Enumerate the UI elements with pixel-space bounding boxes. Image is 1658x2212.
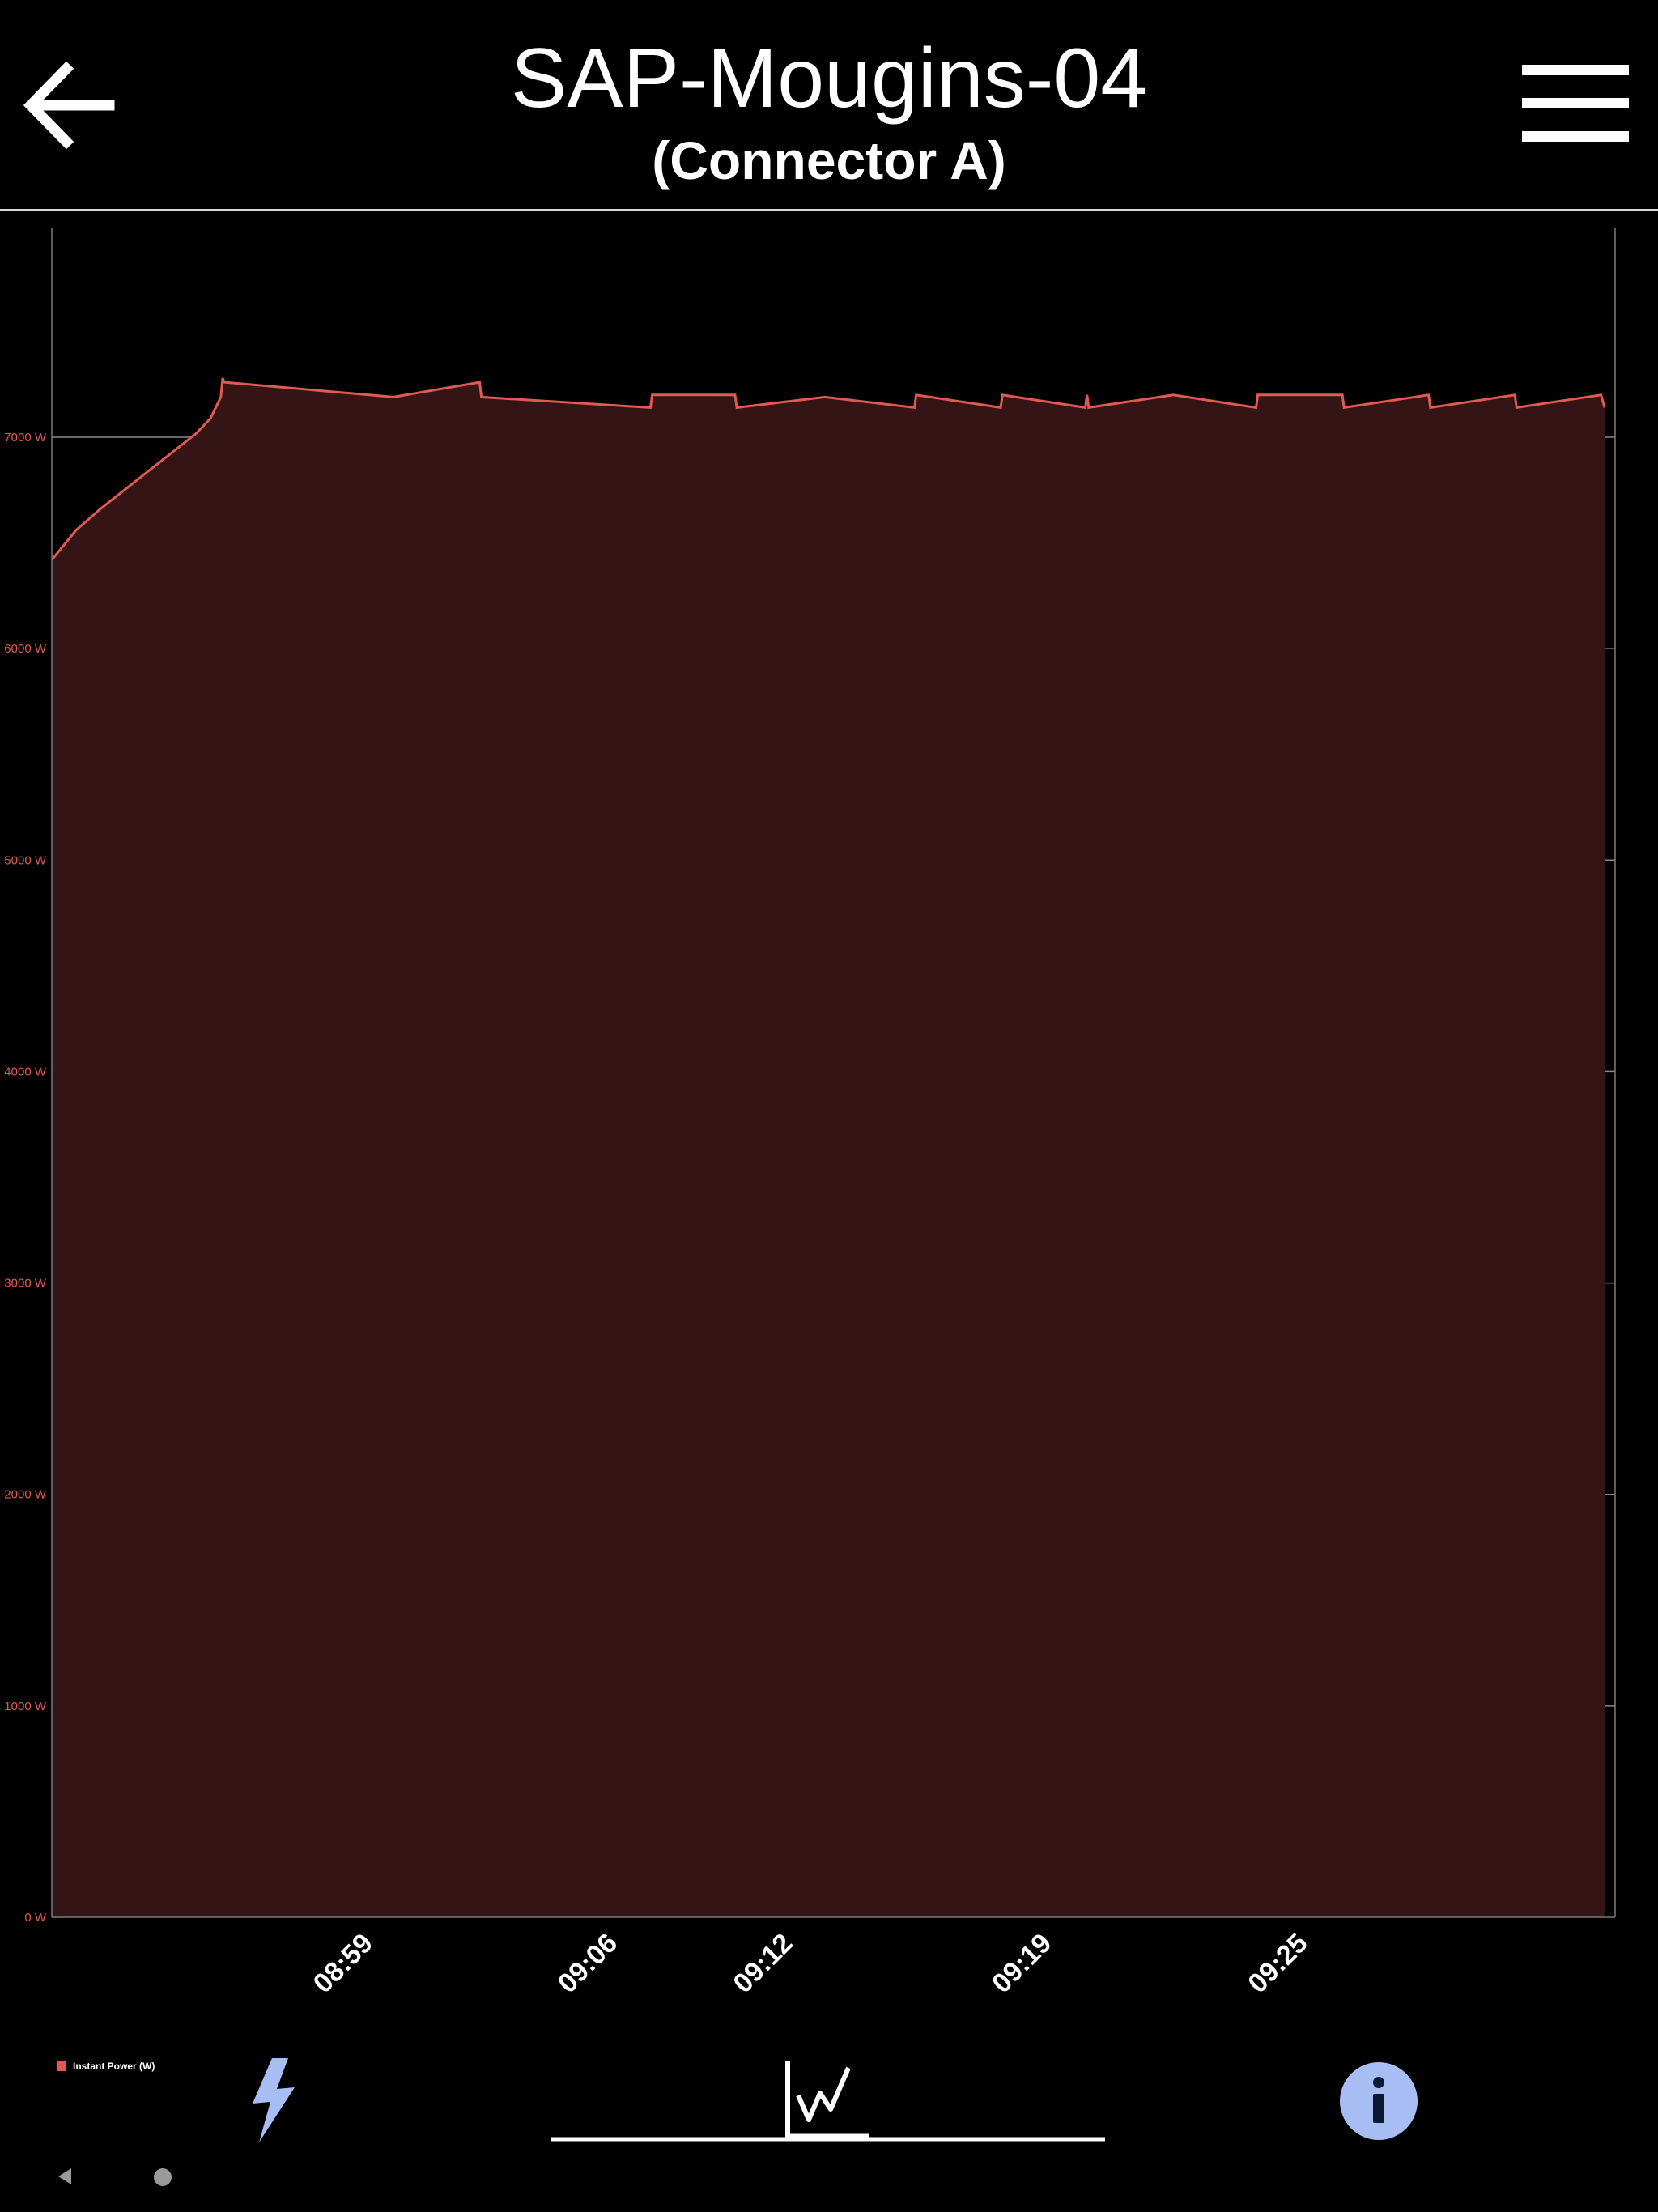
y-tick-label: 5000 W	[4, 853, 47, 867]
x-tick-label: 09:25	[1242, 1928, 1313, 1993]
y-tick-label: 1000 W	[4, 1699, 47, 1713]
x-tick-label: 09:12	[727, 1928, 798, 1993]
lightning-bolt-icon	[253, 2058, 295, 2142]
tab-power[interactable]	[241, 2057, 306, 2146]
power-chart: 0 W 1000 W 2000 W 3000 W 4000 W 5000 W 6000 W 7…	[4, 228, 1616, 1993]
y-tick-label: 3000 W	[4, 1277, 47, 1291]
line-graph-icon	[551, 2061, 1105, 2142]
chart-legend: Instant Power (W)	[57, 2061, 155, 2072]
y-tick-label: 4000 W	[4, 1065, 47, 1078]
back-button[interactable]	[8, 49, 121, 162]
y-tick-label: 0 W	[24, 1911, 47, 1925]
legend-label: Instant Power (W)	[73, 2061, 155, 2072]
page-subtitle: (Connector A)	[652, 130, 1006, 190]
tab-graph[interactable]	[551, 2057, 1105, 2146]
x-tick-label: 08:59	[308, 1928, 379, 1993]
page-title: SAP-Mougins-04	[510, 32, 1148, 125]
x-tick-label: 09:19	[986, 1928, 1057, 1993]
info-icon	[1340, 2062, 1418, 2140]
x-tick-labels: 08:59 09:06 09:12 09:19 09:25	[308, 1928, 1314, 1993]
y-tick-labels: 0 W 1000 W 2000 W 3000 W 4000 W 5000 W 6000 W 7…	[4, 431, 47, 1925]
nav-back-icon[interactable]	[55, 2167, 74, 2186]
system-nav-bar	[0, 2158, 1658, 2212]
y-tick-label: 7000 W	[4, 431, 47, 445]
menu-button[interactable]	[1514, 63, 1635, 148]
app-header: SAP-Mougins-04 (Connector A)	[0, 0, 1658, 211]
tab-info[interactable]	[1334, 2057, 1423, 2146]
hamburger-menu-icon	[1522, 65, 1629, 142]
series-area	[52, 377, 1605, 1917]
nav-home-icon[interactable]	[154, 2168, 172, 2186]
y-tick-label: 2000 W	[4, 1488, 47, 1502]
x-tick-label: 09:06	[552, 1928, 623, 1993]
legend-swatch	[57, 2061, 66, 2071]
series-line	[50, 377, 1606, 561]
arrow-left-icon	[23, 61, 115, 150]
y-tick-label: 6000 W	[4, 642, 47, 656]
